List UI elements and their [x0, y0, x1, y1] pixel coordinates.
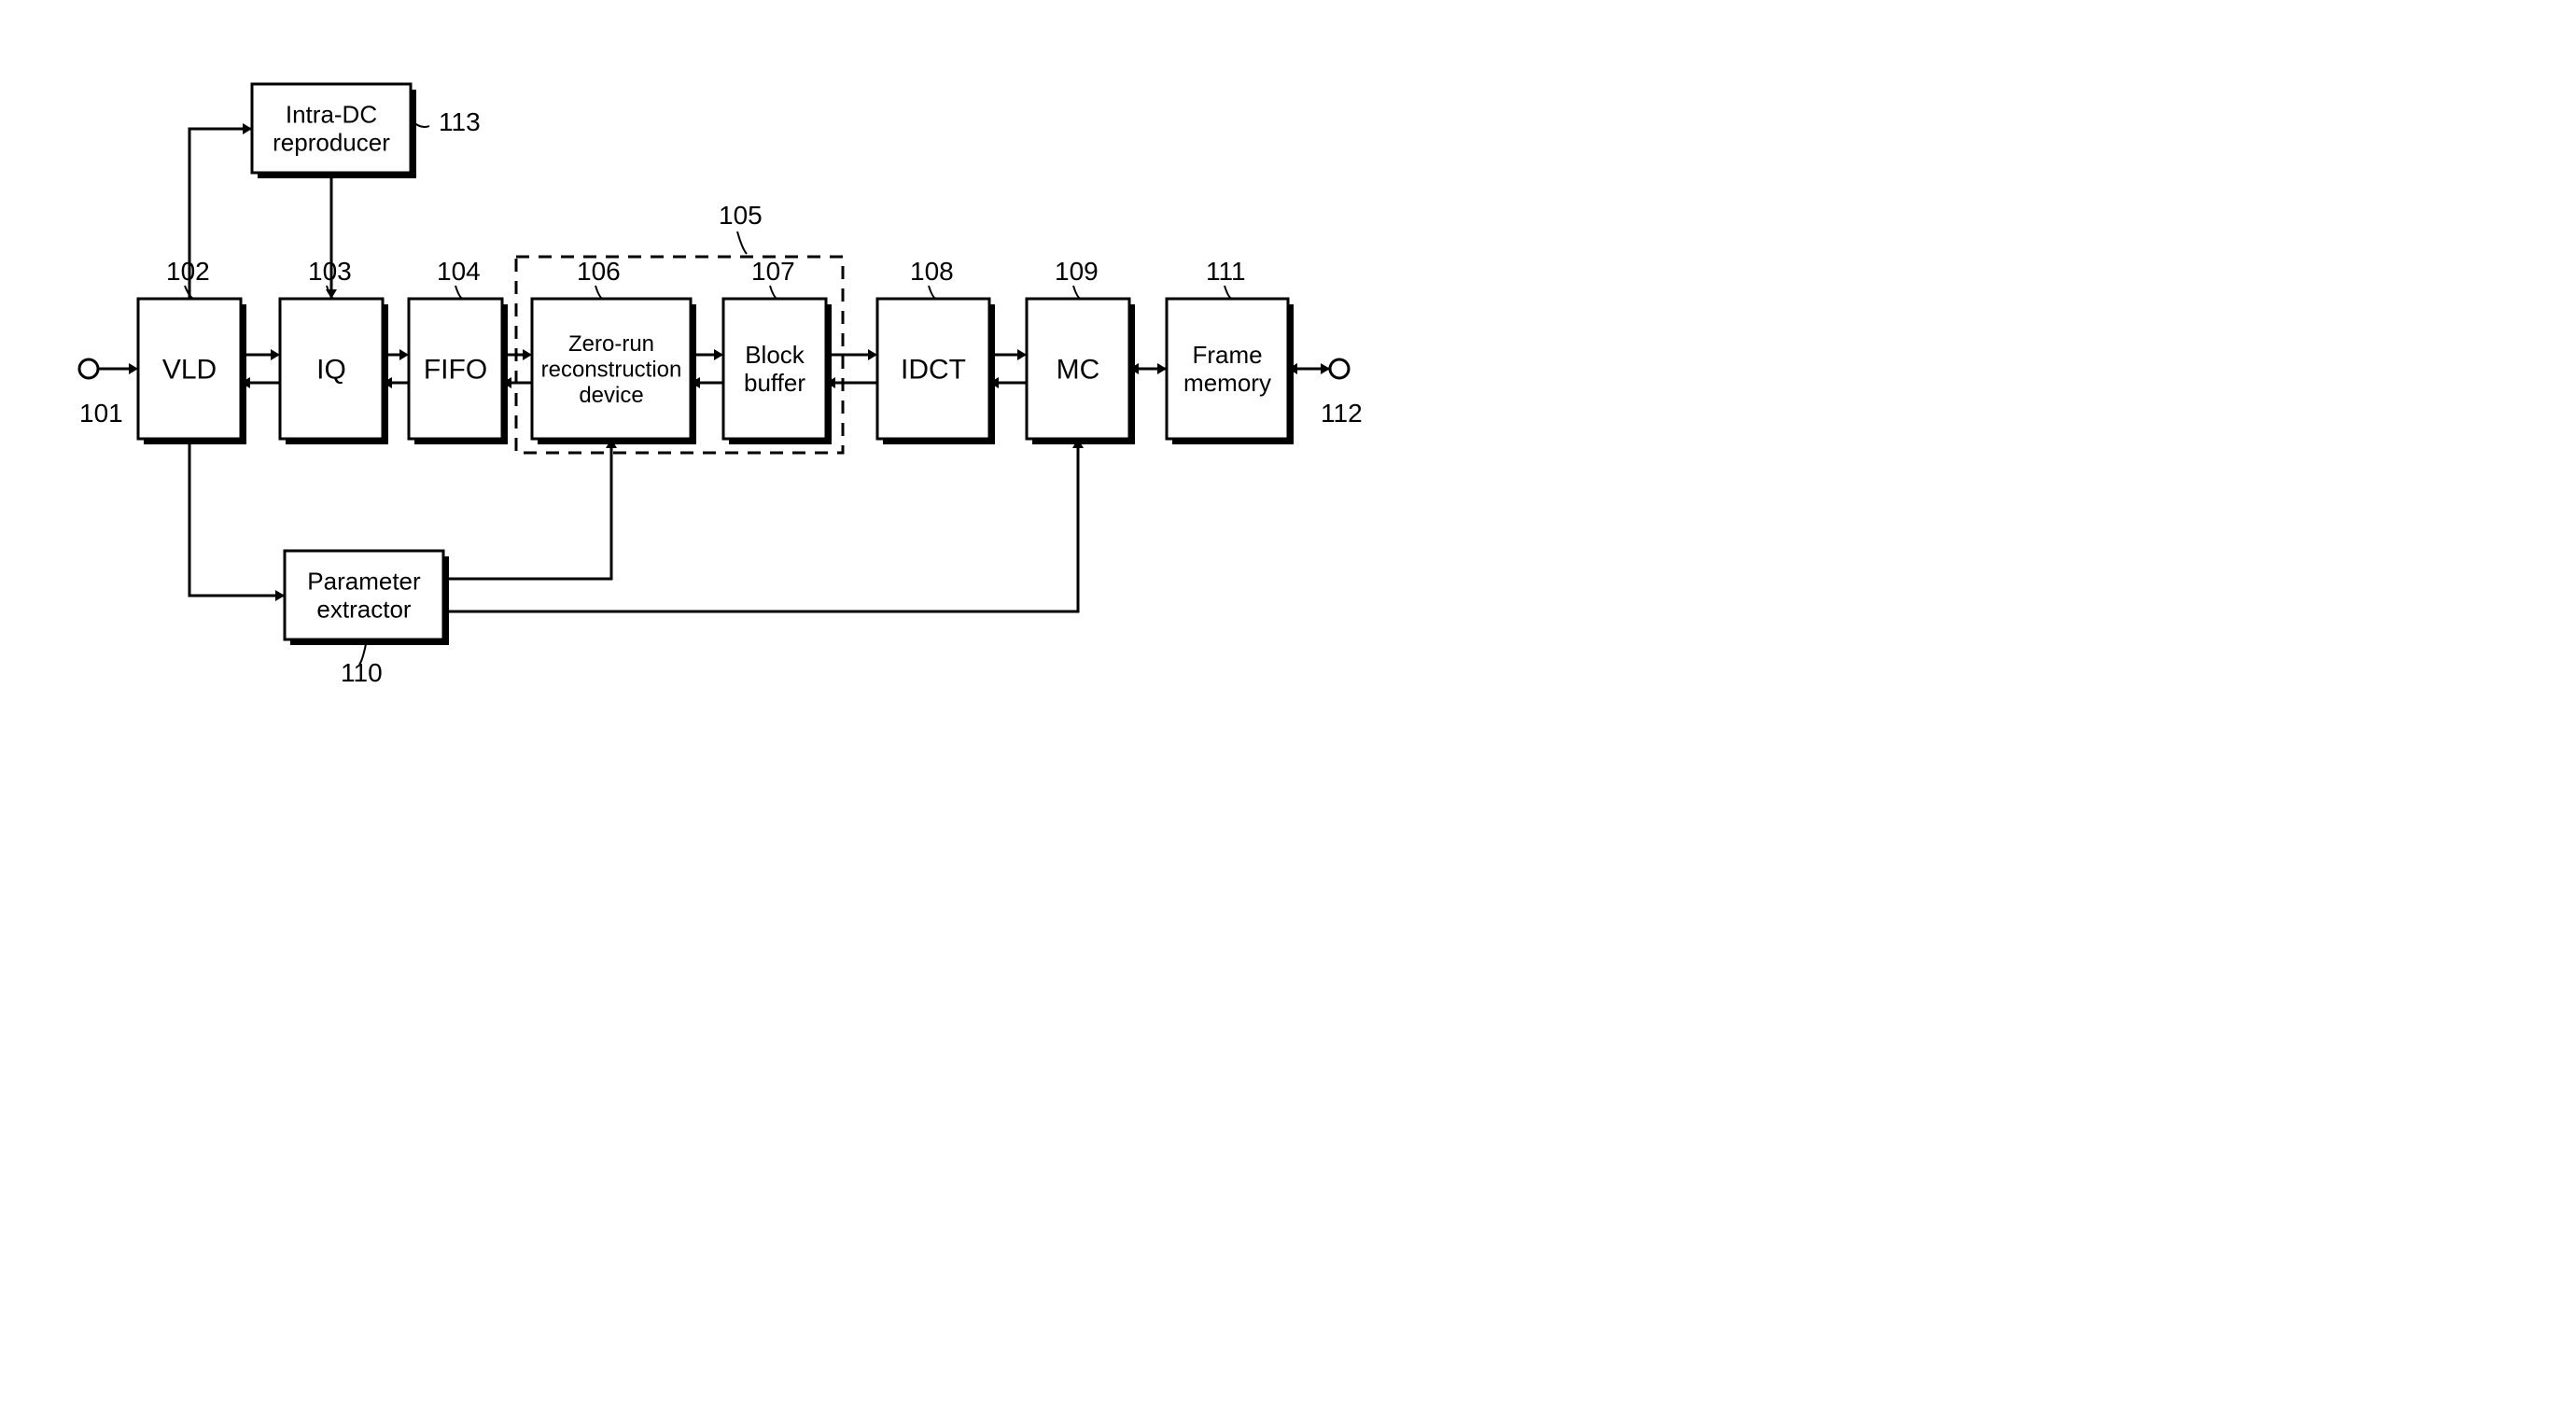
node-iq-label: IQ [316, 355, 346, 386]
terminal-out-refnum: 112 [1321, 399, 1363, 428]
node-mc-refnum: 109 [1055, 257, 1099, 286]
node-bb-refnum: 107 [751, 257, 795, 286]
node-idc-refnum: 113 [439, 107, 481, 136]
terminal-out [1330, 359, 1349, 378]
node-idc-label: Intra-DC [286, 101, 377, 129]
node-bb-label: buffer [744, 369, 805, 397]
leader-bb [770, 286, 777, 299]
node-fm-refnum: 111 [1206, 257, 1246, 286]
block-diagram: VLD 102 IQ 103 FIFO 104 Zero-runreconstruction… [0, 0, 1381, 710]
node-mc-label: MC [1057, 355, 1100, 386]
node-idct-label: IDCT [901, 355, 966, 386]
node-zrr-label: Zero-run [568, 331, 654, 357]
leader-105 [737, 232, 747, 254]
node-pex-label: Parameter [307, 568, 421, 596]
node-fm-label: Frame [1192, 341, 1262, 369]
node-idc-label: reproducer [273, 129, 390, 157]
node-idct-refnum: 108 [910, 257, 954, 286]
node-fm-label: memory [1183, 369, 1271, 397]
leader-fm [1225, 286, 1232, 299]
node-bb-label: Block [745, 341, 805, 369]
edge-pex-zrr [443, 439, 611, 579]
node-vld-refnum: 102 [166, 257, 210, 286]
terminal-in [79, 359, 98, 378]
node-iq-refnum: 103 [308, 257, 352, 286]
node-zrr-label: device [579, 383, 643, 408]
leader-idct [929, 286, 936, 299]
group-105-refnum: 105 [719, 201, 763, 230]
leader-mc [1073, 286, 1081, 299]
terminal-in-refnum: 101 [79, 399, 123, 428]
leader-zrr [595, 286, 603, 299]
node-zrr-label: reconstruction [541, 357, 682, 382]
node-fifo-label: FIFO [424, 355, 487, 386]
node-fifo-refnum: 104 [437, 257, 481, 286]
leader-fifo [455, 286, 463, 299]
node-vld-label: VLD [162, 355, 217, 386]
edge-vld-pex [189, 439, 285, 596]
node-pex-label: extractor [316, 596, 411, 624]
node-zrr-refnum: 106 [577, 257, 621, 286]
edge-pex-mc [443, 439, 1078, 611]
